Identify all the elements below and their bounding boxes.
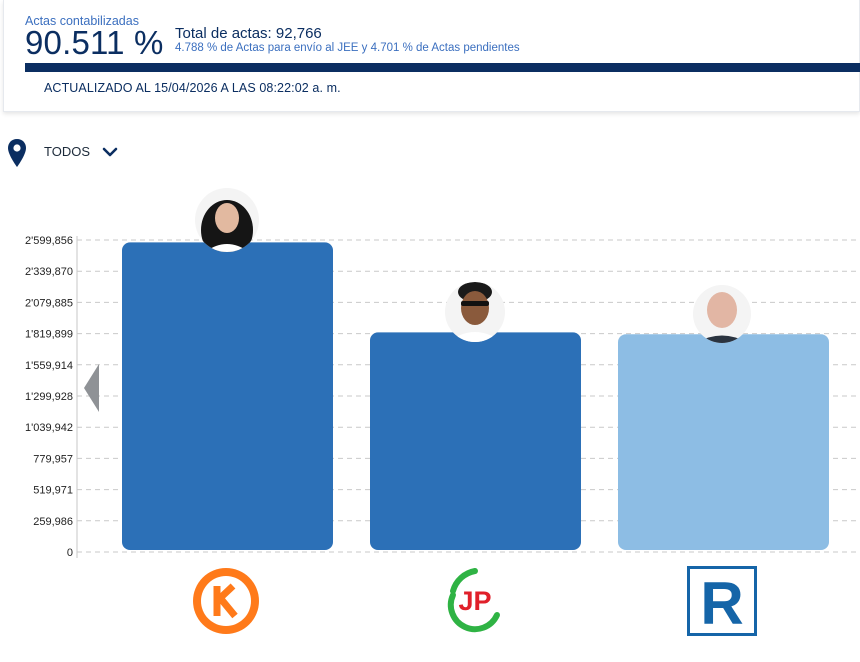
svg-text:R: R <box>700 570 743 636</box>
results-summary-card: Actas contabilizadas 90.511 % Total de a… <box>3 0 860 112</box>
y-tick-label: 2'339,870 <box>25 266 73 278</box>
previous-arrow-icon[interactable] <box>84 364 100 412</box>
party-jp-logo: JP <box>447 568 500 633</box>
updated-timestamp: ACTUALIZADO AL 15/04/2026 A LAS 08:22:02… <box>44 81 341 95</box>
svg-text:K: K <box>191 566 192 567</box>
total-actas: Total de actas: 92,766 <box>175 25 322 42</box>
candidate-avatar <box>693 285 751 343</box>
y-tick-label: 779,957 <box>33 453 73 465</box>
actas-label: Actas contabilizadas <box>25 14 139 28</box>
progress-bar <box>25 63 860 72</box>
party-k-logo: K <box>191 566 259 634</box>
y-tick-label: 0 <box>67 547 73 559</box>
actas-subtitle: 4.788 % de Actas para envío al JEE y 4.7… <box>175 42 520 54</box>
y-tick-label: 259,986 <box>33 516 73 528</box>
y-tick-label: 2'079,885 <box>25 297 73 309</box>
y-tick-label: 1'559,914 <box>25 360 73 372</box>
party-r-logo: R <box>687 566 757 636</box>
bar-candidate-2[interactable] <box>370 332 581 550</box>
vote-bar-chart: 0 259,986 519,971 779,957 1'039,942 1'299,928… <box>25 188 858 559</box>
y-tick-label: 2'599,856 <box>25 235 73 247</box>
y-tick-label: 1'819,899 <box>25 329 73 341</box>
candidate-avatar <box>445 282 505 342</box>
region-filter[interactable]: TODOS <box>44 144 90 159</box>
actas-percent: 90.511 % <box>25 24 164 61</box>
y-tick-label: 519,971 <box>33 485 73 497</box>
map-pin-icon[interactable] <box>7 138 27 168</box>
chevron-down-icon[interactable] <box>102 146 118 158</box>
candidate-avatar <box>195 188 259 252</box>
bar-candidate-3[interactable] <box>618 334 829 550</box>
y-tick-label: 1'039,942 <box>25 422 73 434</box>
svg-text:JP: JP <box>458 586 491 616</box>
bar-candidate-1[interactable] <box>122 242 333 550</box>
y-tick-label: 1'299,928 <box>25 391 73 403</box>
